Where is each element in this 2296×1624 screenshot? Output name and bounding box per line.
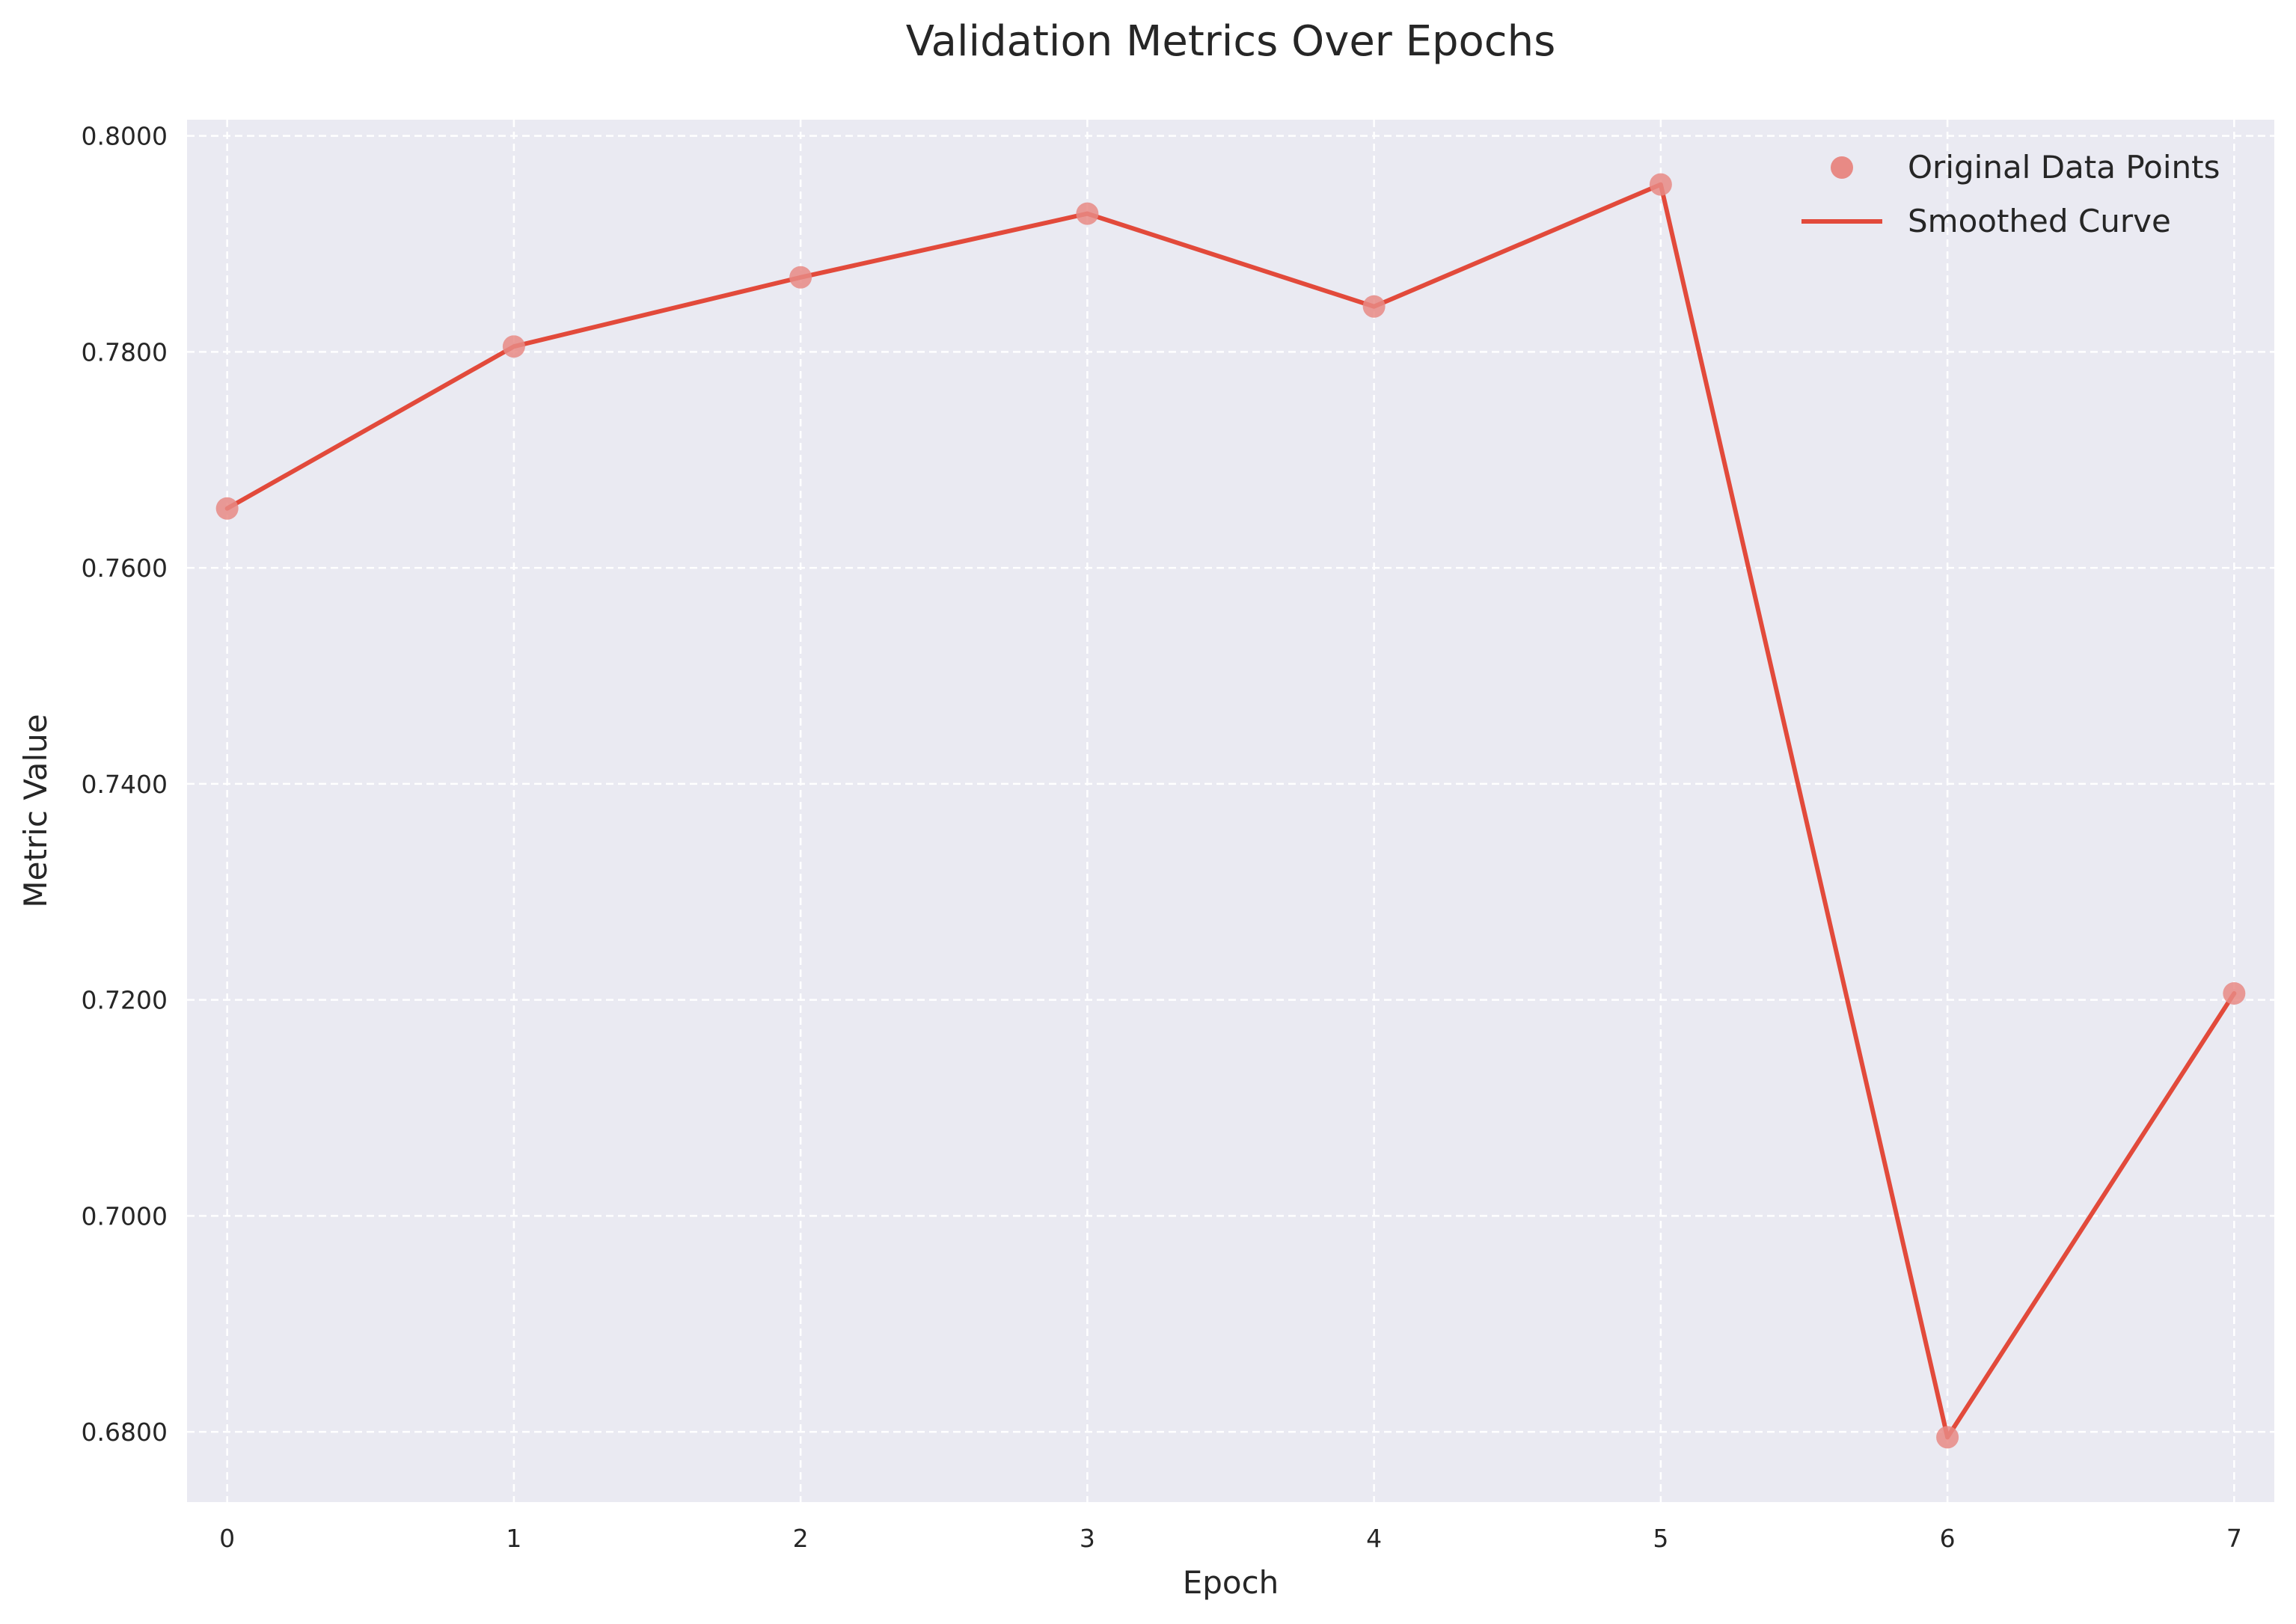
- smoothed-curve: [224, 182, 2237, 1440]
- y-axis-ticks: 0.6800 0.7000 0.7200 0.7400 0.7600 0.7800 0.80…: [82, 122, 168, 1447]
- y-tick-label: 0.7600: [82, 554, 168, 583]
- x-tick-label: 2: [793, 1524, 809, 1553]
- data-point: [789, 266, 812, 289]
- grid: [187, 120, 2274, 1502]
- original-data-points: [215, 173, 2246, 1449]
- y-tick-label: 0.6800: [82, 1418, 168, 1447]
- y-tick-label: 0.8000: [82, 122, 168, 151]
- y-tick-label: 0.7000: [82, 1201, 168, 1231]
- x-axis-label: Epoch: [1183, 1564, 1279, 1601]
- x-axis-ticks: 0 1 2 3 4 5 6 7: [219, 1524, 2242, 1553]
- data-point: [215, 497, 239, 520]
- x-tick-label: 5: [1653, 1524, 1668, 1553]
- data-point: [1649, 173, 1672, 196]
- y-tick-label: 0.7400: [82, 770, 168, 799]
- x-tick-label: 3: [1080, 1524, 1095, 1553]
- x-tick-label: 0: [219, 1524, 235, 1553]
- x-tick-label: 4: [1366, 1524, 1382, 1553]
- x-tick-label: 1: [506, 1524, 521, 1553]
- data-point: [1076, 202, 1099, 225]
- smoothed-curve-line: [224, 182, 2237, 1440]
- data-point: [1362, 295, 1386, 318]
- y-tick-label: 0.7800: [82, 337, 168, 367]
- chart-title: Validation Metrics Over Epochs: [906, 17, 1556, 66]
- plot-area: [187, 120, 2274, 1502]
- legend-marker-original-data-points: [1831, 156, 1853, 179]
- legend-label-original-data-points: Original Data Points: [1908, 149, 2220, 186]
- x-tick-label: 7: [2226, 1524, 2242, 1553]
- y-axis-label: Metric Value: [17, 714, 54, 907]
- data-point: [502, 335, 525, 358]
- legend: Original Data Points Smoothed Curve: [1801, 149, 2220, 239]
- legend-label-smoothed-curve: Smoothed Curve: [1908, 203, 2171, 239]
- y-tick-label: 0.7200: [82, 986, 168, 1015]
- x-tick-label: 6: [1940, 1524, 1956, 1553]
- data-point: [2223, 981, 2246, 1005]
- data-point: [1936, 1426, 1959, 1449]
